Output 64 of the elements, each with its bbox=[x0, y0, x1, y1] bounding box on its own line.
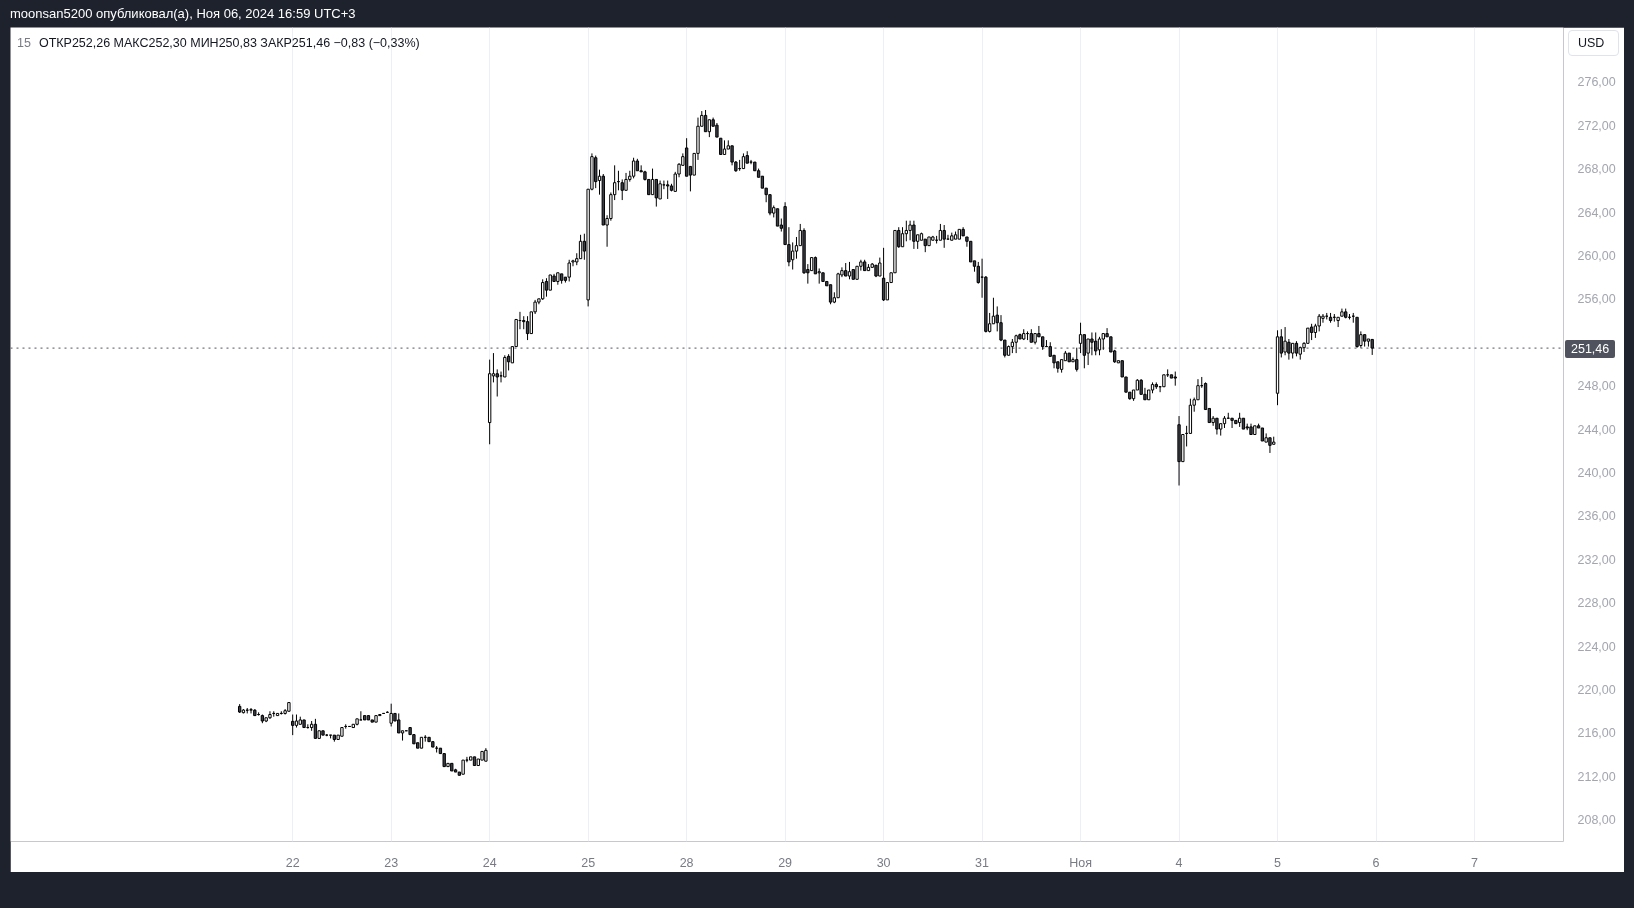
x-tick-label: 22 bbox=[285, 855, 300, 870]
text: moonsan5200 опубликовал(а), Ноя 06, 2024 16:59 UTC+3 bbox=[10, 5, 356, 23]
candlestick bbox=[1097, 336, 1102, 356]
candlestick bbox=[1094, 331, 1098, 356]
candlestick bbox=[791, 241, 795, 271]
candlestick bbox=[389, 703, 393, 727]
x-tick-label: 4 bbox=[1175, 855, 1183, 870]
x-tick-label: 7 bbox=[1471, 855, 1479, 870]
ref-line-label: 251,46 bbox=[1565, 340, 1616, 358]
y-tick-label: 208,00 bbox=[1577, 813, 1616, 828]
text: ОТКР252,26 МАКС252,30 МИН250,83 ЗАКР251,46 −0,83 (−0,33%) bbox=[38, 36, 420, 50]
y-tick-label: 216,00 bbox=[1577, 726, 1616, 741]
y-tick-label: 244,00 bbox=[1577, 422, 1616, 437]
candlestick bbox=[908, 220, 912, 241]
y-tick-label: 236,00 bbox=[1577, 509, 1616, 524]
y-tick-label: 240,00 bbox=[1577, 465, 1616, 480]
candlestick bbox=[969, 240, 973, 263]
candlestick bbox=[1336, 316, 1340, 328]
y-tick-label: 264,00 bbox=[1577, 205, 1616, 220]
candlestick bbox=[900, 226, 905, 248]
candlestick bbox=[942, 224, 946, 249]
y-tick-label: 224,00 bbox=[1577, 639, 1616, 654]
x-tick-label: 23 bbox=[384, 855, 399, 870]
candlestick bbox=[1090, 331, 1094, 356]
y-tick-label: 268,00 bbox=[1577, 162, 1616, 177]
candlestick bbox=[495, 368, 499, 398]
x-tick-label: 5 bbox=[1274, 855, 1282, 870]
candlestick bbox=[654, 178, 658, 208]
candlestick bbox=[1268, 437, 1272, 454]
candlestick bbox=[1283, 326, 1287, 356]
x-tick-label: 29 bbox=[778, 855, 793, 870]
x-tick-label: 24 bbox=[482, 855, 497, 870]
candlestick bbox=[1321, 313, 1325, 324]
y-tick-label: 272,00 bbox=[1577, 118, 1616, 133]
candlestick bbox=[397, 712, 401, 734]
candlestick bbox=[567, 259, 571, 282]
y-tick-label: 228,00 bbox=[1577, 596, 1616, 611]
candlestick bbox=[503, 354, 507, 378]
candlestick bbox=[541, 278, 545, 301]
text: USD bbox=[1568, 30, 1619, 56]
text: 15 bbox=[17, 36, 31, 50]
y-tick-label: 276,00 bbox=[1577, 75, 1616, 90]
candlestick bbox=[1230, 417, 1234, 429]
y-tick-label: 212,00 bbox=[1577, 769, 1616, 784]
x-tick-label: 28 bbox=[679, 855, 694, 870]
x-tick-label: 25 bbox=[581, 855, 596, 870]
candlestick bbox=[1082, 334, 1087, 369]
y-tick-label: 232,00 bbox=[1577, 552, 1616, 567]
candlestick bbox=[268, 710, 272, 720]
y-tick-label: 220,00 bbox=[1577, 683, 1616, 698]
y-tick-label: 260,00 bbox=[1577, 248, 1616, 263]
y-tick-label: 256,00 bbox=[1577, 292, 1616, 307]
x-tick-label: Ноя bbox=[1069, 855, 1092, 870]
candlestick bbox=[912, 220, 916, 250]
x-tick-label: 31 bbox=[975, 855, 990, 870]
candlestick bbox=[544, 277, 549, 298]
candlestick bbox=[249, 707, 253, 714]
candlestick bbox=[1078, 322, 1083, 354]
candlestick bbox=[1075, 347, 1079, 373]
x-tick-label: 6 bbox=[1372, 855, 1380, 870]
candlestick bbox=[658, 180, 662, 200]
y-tick-label: 248,00 bbox=[1577, 379, 1616, 394]
x-tick-label: 30 bbox=[876, 855, 891, 870]
candlestick bbox=[578, 234, 583, 260]
